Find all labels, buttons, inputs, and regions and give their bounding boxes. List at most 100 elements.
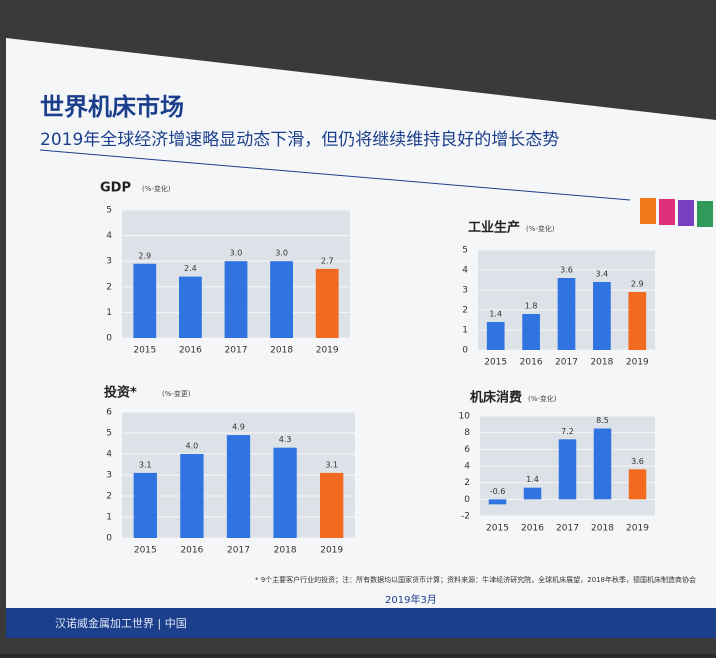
x-tick-label: 2015 [133,346,156,356]
y-tick-label: 5 [106,206,112,216]
value-label: 3.4 [596,270,609,279]
x-tick-label: 2019 [316,346,339,356]
bar [273,447,297,538]
x-tick-label: 2019 [626,358,649,368]
bar [133,263,157,338]
y-tick-label: 5 [106,429,112,439]
x-tick-label: 2016 [179,346,202,356]
value-label: 3.1 [325,460,338,469]
bar [557,278,576,350]
value-label: 1.8 [525,302,538,311]
y-tick-label: 2 [464,478,470,488]
y-tick-label: -2 [461,512,470,522]
y-tick-label: 1 [106,308,112,318]
x-tick-label: 2018 [590,358,613,368]
y-tick-label: 1 [462,326,468,336]
deco-square [659,199,675,225]
y-tick-label: 0 [462,346,468,356]
y-tick-label: 4 [464,462,470,472]
chart-unit: (%-变化) [526,224,555,233]
chart-title: 投资* [104,385,137,401]
value-label: 3.0 [230,249,243,258]
y-tick-label: 0 [464,495,470,505]
deco-square [697,201,713,227]
x-tick-label: 2018 [270,346,293,356]
x-tick-label: 2017 [227,546,250,556]
y-tick-label: 2 [106,282,112,292]
y-tick-label: 4 [106,231,112,241]
value-label: 4.0 [186,442,199,451]
y-tick-label: 5 [462,246,468,256]
deco-square [678,200,694,226]
chart-title: GDP [100,181,131,196]
bar [628,469,647,500]
bar [523,487,542,500]
value-label: 3.0 [275,249,288,258]
value-label: 1.4 [489,310,502,319]
x-tick-label: 2017 [556,524,579,534]
y-tick-label: 2 [106,492,112,502]
bar [180,454,204,538]
footnote: * 9个主要客户行业的投资；注：所有数据均以国家货币计算；资料来源：牛津经济研究… [255,575,696,584]
bar [315,268,339,338]
y-tick-label: 0 [106,334,112,344]
bar [593,282,611,350]
bar [486,322,505,350]
value-label: 3.6 [560,266,573,275]
y-tick-label: 6 [464,445,470,455]
bar [522,314,540,350]
x-tick-label: 2019 [320,546,343,556]
x-tick-label: 2016 [520,358,543,368]
value-label: 3.1 [139,460,152,469]
bar [320,472,344,538]
chart-unit: (%-变更) [162,389,191,398]
value-label: 2.4 [184,264,197,273]
deco-square [640,198,656,224]
value-label: 2.9 [631,280,644,289]
bar [226,435,251,538]
rule [39,149,631,201]
y-tick-label: 4 [462,266,468,276]
y-tick-label: 0 [106,534,112,544]
y-tick-label: 3 [106,257,112,267]
y-tick-label: 4 [106,450,112,460]
y-tick-label: 1 [106,513,112,523]
chart-unit: (%-变化) [528,394,557,403]
slide-subtitle: 2019年全球经济增速略显动态下滑，但仍将继续维持良好的增长态势 [40,130,559,150]
x-tick-label: 2018 [591,524,614,534]
bar [593,428,612,500]
chart-title: 工业生产 [468,220,520,236]
y-tick-label: 8 [464,428,470,438]
value-label: 4.9 [232,423,245,432]
bar [270,261,293,338]
bar [488,499,507,505]
value-label: 4.3 [279,435,292,444]
value-label: -0.6 [490,487,506,496]
bar [179,276,202,338]
value-label: 7.2 [561,427,574,436]
bar [628,292,647,350]
x-tick-label: 2016 [521,524,544,534]
x-tick-label: 2019 [626,524,649,534]
y-tick-label: 3 [462,286,468,296]
bar [558,439,577,500]
x-tick-label: 2015 [486,524,509,534]
chart-unit: (%-变化) [142,184,171,193]
footer: 汉诺威金属加工世界 | 中国 [55,616,187,630]
value-label: 8.5 [596,416,609,425]
y-tick-label: 2 [462,306,468,316]
x-tick-label: 2017 [225,346,248,356]
x-tick-label: 2017 [555,358,578,368]
footer-band [6,608,716,638]
x-tick-label: 2015 [484,358,507,368]
value-label: 3.6 [631,457,644,466]
x-tick-label: 2016 [180,546,203,556]
x-tick-label: 2018 [274,546,297,556]
date: 2019年3月 [385,593,437,606]
value-label: 2.9 [138,251,151,260]
y-tick-label: 3 [106,471,112,481]
value-label: 2.7 [321,256,334,265]
y-tick-label: 10 [459,412,471,422]
